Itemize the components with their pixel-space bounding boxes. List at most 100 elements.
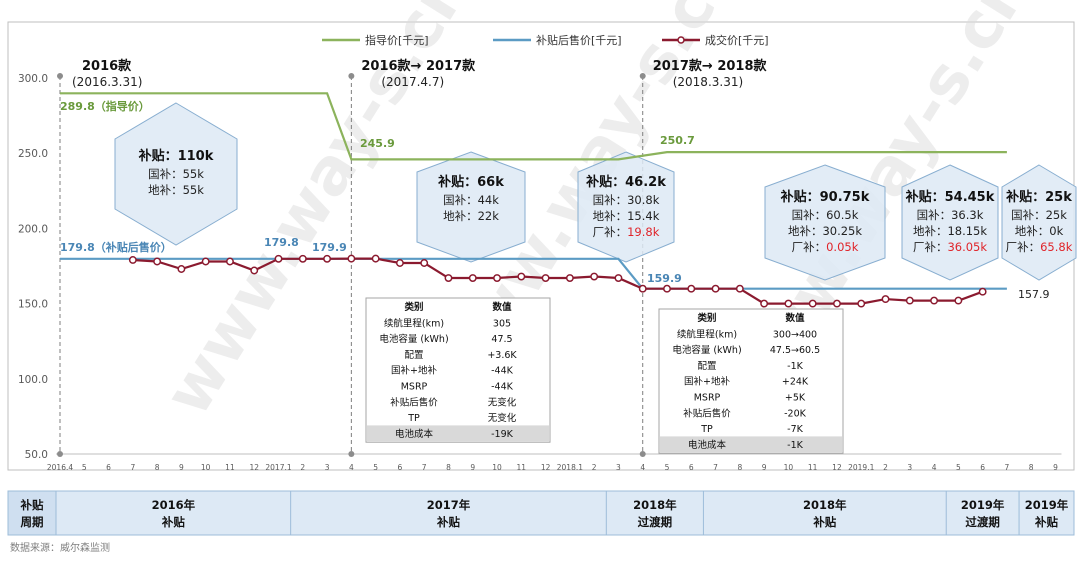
subsidy-box-line: 国补：55k (148, 167, 204, 181)
subsidy-box-title: 补贴：46.2k (585, 174, 666, 190)
period-label: 过渡期 (638, 515, 673, 529)
x-tick-label: 7 (1005, 463, 1010, 472)
x-tick-label: 6 (980, 463, 985, 472)
period-label: 2019年 (961, 498, 1005, 512)
x-tick-label: 5 (373, 463, 378, 472)
transaction-point (517, 272, 526, 281)
tp-2017-4-label: 179.9 (312, 241, 347, 254)
subsidy-box-line: 国补：30.8k (593, 193, 660, 207)
subsidy-line-label: 厂补： (913, 240, 948, 254)
subsidy-box (416, 151, 526, 263)
version-marker-dot-top (57, 73, 63, 79)
subsidy-box (114, 102, 238, 246)
x-tick-label: 9 (1053, 463, 1058, 472)
change-table-cell: -7K (787, 424, 803, 435)
transaction-point (541, 274, 550, 282)
x-tick-label: 3 (616, 463, 621, 472)
transaction-point (323, 254, 332, 263)
change-table-cell: -19K (491, 429, 514, 440)
transaction-point (614, 274, 623, 282)
change-table-cell: MSRP (694, 393, 721, 404)
x-tick-label: 11 (517, 463, 527, 472)
x-tick-label: 8 (737, 463, 742, 472)
change-table-cell: 续航里程(km) (384, 317, 444, 329)
change-table-cell: 无变化 (488, 396, 517, 408)
y-tick-label: 100.0 (18, 374, 48, 386)
subsidy-line-label: 厂补： (792, 240, 827, 254)
x-tick-label: 11 (225, 463, 235, 472)
x-tick-label: 5 (82, 463, 87, 472)
x-tick-label: 4 (640, 463, 645, 472)
transaction-point (153, 257, 162, 266)
change-table-highlight-row (660, 436, 842, 453)
period-head-text: 周期 (21, 515, 44, 529)
version-title: 2016款 (82, 58, 132, 74)
subsidy-box-line: 厂补：0.05k (792, 240, 859, 254)
x-tick-label: 6 (689, 463, 694, 472)
subsidy-line-label: 地补：22k (443, 209, 499, 223)
sub-2018-label: 159.9 (647, 272, 682, 285)
x-tick-label: 2 (592, 463, 597, 472)
subsidy-box-line: 地补：55k (148, 183, 204, 197)
change-table-cell: MSRP (401, 382, 428, 393)
subsidy-box-line: 国补：25k (1011, 208, 1067, 222)
transaction-point (930, 296, 939, 305)
change-table-cell: -1K (787, 440, 803, 451)
transaction-point (711, 284, 720, 293)
transaction-point (735, 284, 744, 293)
subsidy-box-title: 补贴：54.45k (905, 189, 995, 205)
subsidy-line-label: 厂补： (1006, 240, 1041, 254)
transaction-point (857, 299, 866, 308)
x-tick-label: 9 (762, 463, 767, 472)
subsidy-line-label: 厂补： (593, 225, 628, 239)
y-tick-label: 300.0 (18, 73, 48, 85)
period-label: 2018年 (633, 498, 677, 512)
change-table-cell: +24K (782, 377, 809, 388)
x-tick-label: 9 (179, 463, 184, 472)
transaction-point (347, 254, 356, 263)
subsidy-line-label: 国补：30.8k (593, 193, 660, 207)
subsidy-box (577, 151, 675, 263)
subsidy-line-label: 国补：25k (1011, 208, 1067, 222)
subsidy-line-label: 国补：55k (148, 167, 204, 181)
x-tick-label: 10 (492, 463, 502, 472)
transaction-point (201, 257, 210, 266)
transaction-point (808, 299, 817, 308)
transaction-point (881, 295, 890, 304)
subsidy-line-label: 地补：55k (148, 183, 204, 197)
subsidy-line-label: 国补：36.3k (917, 208, 984, 222)
change-table-cell: +3.6K (487, 350, 517, 361)
subsidy-box (764, 164, 886, 281)
source-note: 数据来源：威尔森监测 (10, 541, 110, 554)
change-table-cell: 配置 (697, 361, 716, 372)
change-table-cell: 国补+地补 (391, 365, 437, 377)
sub-start-label: 179.8（补贴后售价） (60, 240, 172, 254)
change-table-cell: 续航里程(km) (677, 328, 737, 340)
x-tick-label: 8 (1029, 463, 1034, 472)
change-table-frame (658, 308, 844, 454)
x-tick-label: 3 (325, 463, 330, 472)
subsidy-line-value: 65.8k (1040, 240, 1073, 254)
subsidy-box-title: 补贴：66k (437, 174, 504, 190)
legend-label: 指导价[千元] (365, 33, 429, 47)
period-head-text: 补贴 (20, 498, 44, 512)
version-marker-dot-bottom (639, 451, 646, 457)
x-tick-label: 10 (201, 463, 211, 472)
transaction-point (760, 299, 769, 308)
subsidy-line-label: 国补：44k (443, 193, 499, 207)
change-table-cell: -44K (491, 366, 514, 377)
period-label: 补贴 (1034, 515, 1058, 529)
change-table-cell: 300→400 (773, 329, 817, 340)
subsidy-box-line: 地补：15.4k (593, 209, 660, 223)
msrp-2018-label: 250.7 (660, 134, 695, 147)
x-tick-label: 3 (907, 463, 912, 472)
change-table-cell: 305 (493, 318, 511, 329)
change-table-frame (365, 297, 551, 443)
change-table-cell: +5K (785, 393, 806, 404)
x-tick-label: 11 (808, 463, 818, 472)
change-table-header: 类别 (404, 301, 423, 313)
transaction-point (371, 254, 380, 263)
subsidy-box-line: 地补：0k (1015, 224, 1064, 238)
legend-marker (677, 36, 685, 44)
